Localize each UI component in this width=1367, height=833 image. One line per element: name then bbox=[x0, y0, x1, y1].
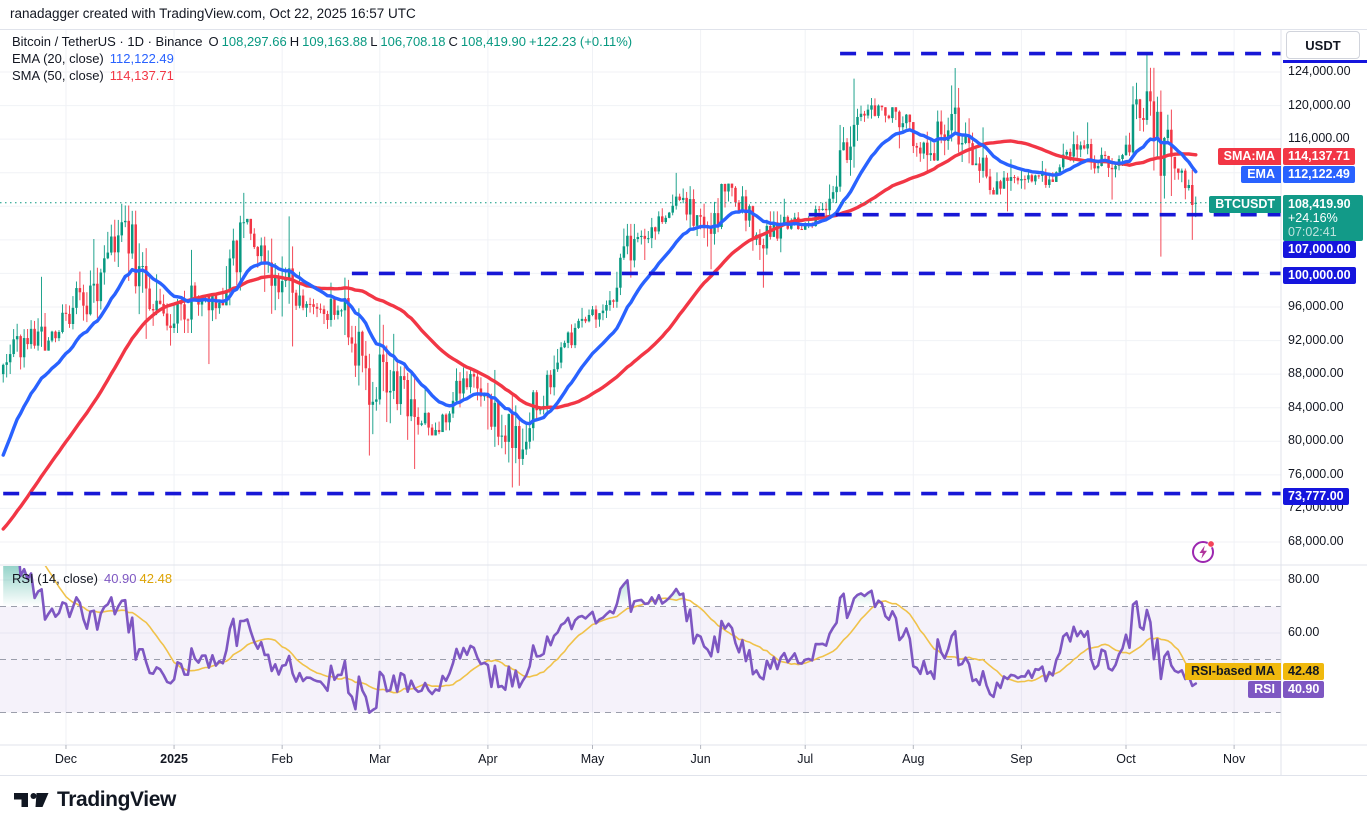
time-axis-label: Dec bbox=[54, 752, 78, 766]
currency-unit-button[interactable]: USDT bbox=[1286, 31, 1360, 59]
price-axis-tick: 80,000.00 bbox=[1288, 433, 1344, 448]
rsi-legend-value: 40.90 bbox=[103, 571, 137, 586]
level-100000-badge: 100,000.00 bbox=[1283, 267, 1356, 284]
time-axis-label: Feb bbox=[271, 752, 293, 766]
ema-legend-label[interactable]: EMA (20, close) bbox=[12, 51, 104, 66]
rsi-axis-tick: 80.00 bbox=[1288, 572, 1320, 586]
sma-legend-label[interactable]: SMA (50, close) bbox=[12, 68, 104, 83]
ema-legend[interactable]: EMA (20, close) 112,122.49 bbox=[12, 51, 177, 66]
price-axis-tick: 116,000.00 bbox=[1288, 131, 1350, 146]
notification-dot-icon bbox=[1208, 541, 1214, 547]
rsi-axis-value-badge: 40.90 bbox=[1283, 680, 1325, 698]
rsi-axis-tick: 60.00 bbox=[1288, 625, 1320, 639]
last-price-badge: 108,419.90 +24.16% 07:02:41 bbox=[1283, 195, 1363, 241]
time-axis-label: 2025 bbox=[160, 752, 188, 766]
flash-events-button[interactable] bbox=[1190, 538, 1217, 570]
price-axis-tick: 88,000.00 bbox=[1288, 366, 1344, 381]
rsi-ma-legend-value: 42.48 bbox=[139, 571, 173, 586]
main-legend[interactable]: Bitcoin / TetherUS · 1D · Binance O 108,29… bbox=[12, 34, 635, 49]
sma-axis-value-badge: 114,137.71 bbox=[1283, 148, 1355, 165]
last-price-change-pct: +24.16% bbox=[1288, 211, 1338, 225]
price-axis-tick: 76,000.00 bbox=[1288, 466, 1344, 481]
watermark-text: ranadagger created with TradingView.com,… bbox=[10, 6, 416, 21]
ohlc-l-label: L bbox=[370, 34, 378, 49]
time-axis-label: Mar bbox=[369, 752, 391, 766]
time-axis-label: Jul bbox=[797, 752, 814, 766]
price-axis-tick: 120,000.00 bbox=[1288, 97, 1351, 112]
ohlc-h-value: 109,163.88 bbox=[302, 34, 368, 49]
price-axis-tick: 96,000.00 bbox=[1288, 299, 1344, 313]
sma-axis-pill: SMA:MA bbox=[1217, 148, 1281, 165]
rsi-legend-label[interactable]: RSI (14, close) bbox=[12, 571, 98, 586]
brand-text: TradingView bbox=[57, 788, 176, 811]
last-price-value: 108,419.90 bbox=[1288, 197, 1351, 211]
ohlc-h-label: H bbox=[289, 34, 300, 49]
price-axis-tick: 124,000.00 bbox=[1288, 64, 1351, 78]
rsi-axis-pill: RSI bbox=[1248, 680, 1281, 698]
ema-axis-pill: EMA bbox=[1241, 165, 1281, 183]
time-axis-label: Oct bbox=[1116, 752, 1136, 766]
rsi-line bbox=[18, 566, 1198, 714]
rsi-ma-axis-pill: RSI-based MA bbox=[1184, 663, 1281, 680]
tradingview-logo[interactable]: TradingView bbox=[13, 786, 176, 814]
sma-legend-value: 114,137.71 bbox=[109, 68, 174, 83]
ohlc-o-label: O bbox=[208, 34, 219, 49]
time-axis-label: Sep bbox=[1010, 752, 1033, 766]
ohlc-c-value: 108,419.90 bbox=[460, 34, 526, 49]
price-axis-tick: 92,000.00 bbox=[1288, 332, 1344, 347]
chart-canvas[interactable] bbox=[0, 0, 1367, 776]
ema20-line bbox=[1, 128, 1198, 457]
ema-legend-value: 112,122.49 bbox=[109, 51, 174, 66]
ohlc-l-value: 106,708.18 bbox=[380, 34, 446, 49]
symbol-title[interactable]: Bitcoin / TetherUS · 1D · Binance bbox=[12, 34, 203, 49]
upper-level-axis-marker bbox=[1283, 60, 1367, 63]
rsi-legend[interactable]: RSI (14, close) 40.90 42.48 bbox=[12, 571, 175, 586]
ema-axis-value-badge: 112,122.49 bbox=[1283, 165, 1355, 183]
rsi-ma-line bbox=[44, 566, 1197, 694]
ohlc-c-label: C bbox=[448, 34, 458, 49]
rsi-ma-axis-value-badge: 42.48 bbox=[1283, 663, 1325, 680]
time-axis-label: May bbox=[580, 752, 605, 766]
sma50-line bbox=[1, 139, 1198, 531]
candlestick-series bbox=[1, 53, 1198, 488]
time-axis-label: Aug bbox=[902, 752, 925, 766]
bar-countdown: 07:02:41 bbox=[1288, 225, 1337, 239]
sma-legend[interactable]: SMA (50, close) 114,137.71 bbox=[12, 68, 177, 83]
ohlc-change: +122.23 (+0.11%) bbox=[528, 34, 633, 49]
time-axis-label: Jun bbox=[690, 752, 711, 766]
level-73777-badge: 73,777.00 bbox=[1283, 488, 1349, 505]
level-107000-badge: 107,000.00 bbox=[1283, 241, 1356, 258]
tradingview-mark-icon bbox=[14, 793, 49, 807]
symbol-axis-pill: BTCUSDT bbox=[1209, 196, 1281, 213]
time-axis-label: Nov bbox=[1222, 752, 1246, 766]
price-axis-tick: 84,000.00 bbox=[1288, 399, 1344, 414]
ohlc-o-value: 108,297.66 bbox=[221, 34, 287, 49]
lightning-bolt-icon bbox=[1199, 545, 1207, 559]
price-axis-tick: 68,000.00 bbox=[1288, 534, 1344, 548]
time-axis-label: Apr bbox=[478, 752, 498, 766]
